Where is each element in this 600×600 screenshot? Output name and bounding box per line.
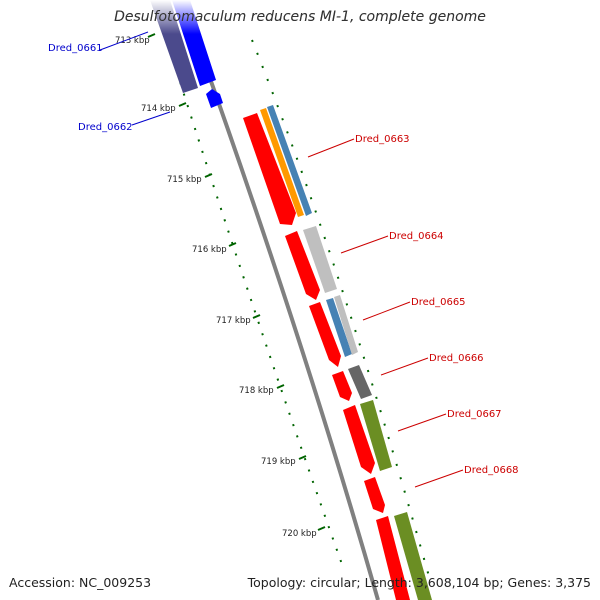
genome-summary: Topology: circular; Length: 3,608,104 bp… [247, 575, 591, 590]
gene-dred-0667-cog[interactable] [360, 400, 392, 471]
gene-dred-0667[interactable] [343, 405, 375, 474]
gene-dred-0662[interactable] [206, 89, 223, 108]
tick-label-715: 715 kbp [167, 175, 202, 185]
tick-label-719: 719 kbp [261, 457, 296, 467]
gene-next-red [376, 516, 410, 600]
tick-label-717: 717 kbp [216, 316, 251, 326]
gene-dred-0663-cog-blue[interactable] [267, 105, 312, 216]
inner-tick-ring [161, 24, 345, 571]
gene-label-dred-0662[interactable]: Dred_0662 [78, 122, 133, 133]
map-title-overlay: Desulfotomaculum reducens MI-1, complete… [114, 9, 486, 25]
gene-label-dred-0665[interactable]: Dred_0665 [411, 297, 466, 308]
gene-dred-0666[interactable] [332, 371, 352, 401]
gene-dred-0665-cog-blue[interactable] [326, 298, 352, 357]
gene-next-olive [394, 512, 432, 600]
gene-dred-0666-cog[interactable] [348, 365, 372, 399]
top-fade-overlay [0, 0, 600, 34]
gene-dred-0668[interactable] [364, 477, 385, 513]
gene-label-dred-0666[interactable]: Dred_0666 [429, 353, 484, 364]
gene-label-dred-0668[interactable]: Dred_0668 [464, 465, 519, 476]
gene-dred-0665-cog-gray[interactable] [334, 295, 358, 355]
tick-label-718: 718 kbp [239, 386, 274, 396]
tick-label-716: 716 kbp [192, 245, 227, 255]
tick-label-713: 713 kbp [115, 36, 150, 46]
tick-label-720: 720 kbp [282, 529, 317, 539]
gene-dred-0664-cog[interactable] [303, 226, 337, 293]
label-leader-lines [99, 31, 464, 488]
gene-dred-0663-cog-orange[interactable] [260, 108, 304, 217]
gene-label-dred-0667[interactable]: Dred_0667 [447, 409, 502, 420]
accession-label: Accession: NC_009253 [9, 575, 152, 590]
gene-label-dred-0661[interactable]: Dred_0661 [48, 43, 103, 54]
gene-dred-0663[interactable] [243, 113, 296, 225]
gene-dred-0664[interactable] [285, 231, 320, 300]
gene-dred-0665[interactable] [309, 302, 341, 367]
gene-label-dred-0664[interactable]: Dred_0664 [389, 231, 444, 242]
gene-label-dred-0663[interactable]: Dred_0663 [355, 134, 410, 145]
tick-marks [147, 33, 326, 531]
tick-label-714: 714 kbp [141, 104, 176, 114]
